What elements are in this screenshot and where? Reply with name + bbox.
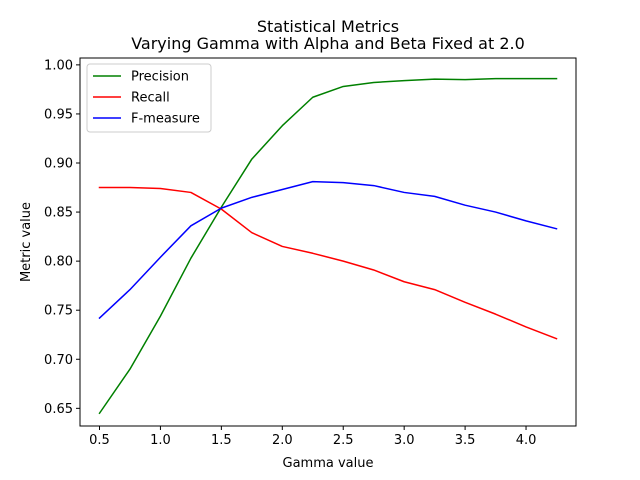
x-tick-label: 4.0 xyxy=(516,433,537,448)
legend-label-recall: Recall xyxy=(131,91,170,106)
x-tick-label: 1.5 xyxy=(211,433,232,448)
x-tick-label: 2.0 xyxy=(272,433,293,448)
plot-lines xyxy=(98,77,558,415)
y-tick-label: 0.80 xyxy=(44,255,73,270)
legend-label-f-measure: F-measure xyxy=(131,112,200,127)
y-tick-label: 0.75 xyxy=(44,304,73,319)
x-tick-label: 1.0 xyxy=(150,433,171,448)
x-tick-label: 2.5 xyxy=(333,433,354,448)
legend-box xyxy=(86,63,212,133)
y-tick-label: 0.70 xyxy=(44,353,73,368)
x-tick-label: 3.5 xyxy=(455,433,476,448)
y-tick-label: 0.90 xyxy=(44,157,73,172)
chart-title: Statistical Metrics xyxy=(257,17,399,36)
y-axis-label: Metric value xyxy=(19,202,34,282)
x-axis-label: Gamma value xyxy=(283,456,374,471)
x-tick-label: 0.5 xyxy=(89,433,110,448)
plot-frame xyxy=(79,57,577,427)
y-axis-ticks: 0.65 0.70 0.75 0.80 0.85 0.90 0.95 1.00 xyxy=(44,58,80,417)
series-line-precision xyxy=(98,77,558,415)
x-axis-ticks: 0.5 1.0 1.5 2.0 2.5 3.0 3.5 4.0 xyxy=(89,426,536,448)
y-tick-label: 1.00 xyxy=(44,58,73,73)
x-tick-label: 3.0 xyxy=(394,433,415,448)
series-line-f-measure xyxy=(98,180,558,320)
series-line-recall xyxy=(98,186,558,340)
chart-subtitle: Varying Gamma with Alpha and Beta Fixed … xyxy=(131,34,525,53)
y-tick-label: 0.65 xyxy=(44,402,73,417)
y-tick-label: 0.95 xyxy=(44,107,73,122)
legend: Precision Recall F-measure xyxy=(86,63,212,133)
legend-label-precision: Precision xyxy=(131,70,189,85)
y-tick-label: 0.85 xyxy=(44,206,73,221)
